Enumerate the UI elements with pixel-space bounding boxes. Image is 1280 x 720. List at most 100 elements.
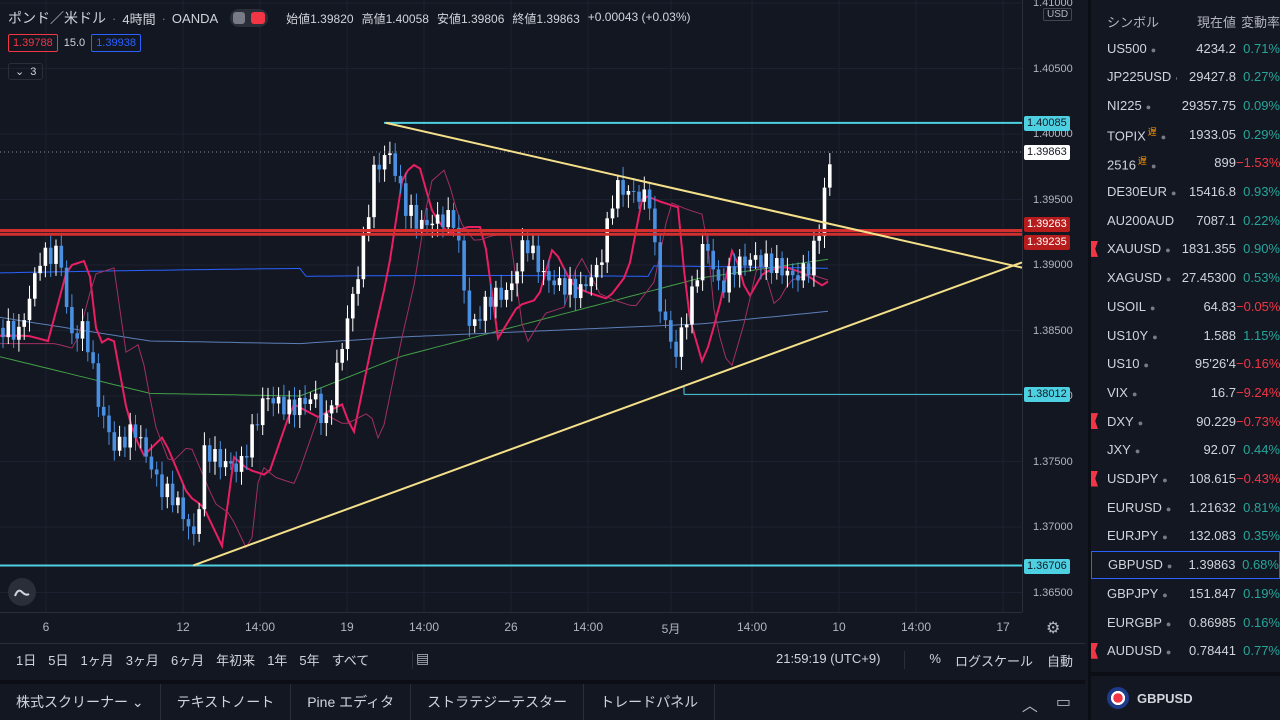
buy-button[interactable]: 1.39938 xyxy=(91,34,141,52)
candle-body xyxy=(812,240,816,276)
watchlist-last: 15416.8 xyxy=(1189,184,1236,199)
candle-body xyxy=(785,270,790,276)
watchlist-footer[interactable]: GBPUSD xyxy=(1091,672,1280,720)
visibility-toggle[interactable] xyxy=(230,9,269,27)
currency-label[interactable]: USD xyxy=(1043,8,1073,21)
range-button[interactable]: 1ヶ月 xyxy=(80,653,114,668)
range-button[interactable]: 3ヶ月 xyxy=(125,653,159,668)
candle-body xyxy=(769,253,774,274)
watchlist-row[interactable]: US10Y ● 1.588 1.15% xyxy=(1091,321,1280,349)
time-tick: 14:00 xyxy=(736,620,768,634)
watchlist-row[interactable]: EURUSD ● 1.21632 0.81% xyxy=(1091,493,1280,521)
watchlist-row[interactable]: 2516 遅● 899 −1.53% xyxy=(1091,149,1280,177)
watchlist-row[interactable]: GBPJPY ● 151.847 0.19% xyxy=(1091,579,1280,607)
bottom-tab[interactable]: Pine エディタ xyxy=(291,684,412,720)
watchlist-row[interactable]: USOIL ● 64.83 −0.05% xyxy=(1091,292,1280,320)
watchlist-last: 151.847 xyxy=(1189,585,1236,601)
red-flag-icon[interactable] xyxy=(1091,240,1098,257)
candle-body xyxy=(711,250,715,270)
watchlist-row[interactable]: TOPIX 遅● 1933.05 0.29% xyxy=(1091,120,1280,148)
watchlist-row[interactable]: EURGBP ● 0.86985 0.16% xyxy=(1091,608,1280,636)
watchlist-row[interactable]: JXY ● 92.07 0.44% xyxy=(1091,436,1280,464)
percent-toggle[interactable]: % xyxy=(929,651,941,666)
watchlist-row[interactable]: AUDUSD ● 0.78441 0.77% xyxy=(1091,637,1280,665)
watchlist-row[interactable]: VIX ● 16.7 −9.24% xyxy=(1091,378,1280,406)
bottom-tab[interactable]: 株式スクリーナー ⌄ xyxy=(0,684,161,720)
range-button[interactable]: 5年 xyxy=(299,653,320,668)
watchlist-row[interactable]: DE30EUR ● 15416.8 0.93% xyxy=(1091,178,1280,206)
watchlist-row[interactable]: USDJPY ● 108.615 −0.43% xyxy=(1091,465,1280,493)
market-status-dot-icon: ● xyxy=(1166,561,1173,572)
chart-settings-gear-icon[interactable]: ⚙ xyxy=(1046,620,1061,637)
red-flag-icon[interactable] xyxy=(1091,642,1098,659)
candle-body xyxy=(250,424,254,458)
candle-body xyxy=(404,183,408,216)
watchlist-row[interactable]: GBPUSD ● 1.39863 0.68% xyxy=(1091,550,1280,579)
range-button[interactable]: 年初来 xyxy=(216,653,256,668)
price-level-label[interactable]: 1.36706 xyxy=(1024,558,1070,574)
watchlist-row[interactable]: XAGUSD ● 27.45300 0.53% xyxy=(1091,264,1280,292)
candle-body xyxy=(1,327,5,338)
watchlist-row[interactable]: EURJPY ● 132.083 0.35% xyxy=(1091,522,1280,550)
col-last[interactable]: 現在値 xyxy=(1196,14,1236,30)
market-status-dot-icon: ● xyxy=(1150,302,1156,313)
candle-body xyxy=(716,269,721,281)
watchlist-row[interactable]: NI225 ● 29357.75 0.09% xyxy=(1091,91,1280,119)
watchlist-row[interactable]: US10 ● 95'26'4 −0.16% xyxy=(1091,350,1280,378)
auto-scale-toggle[interactable]: 自動 xyxy=(1046,654,1073,669)
candle-body xyxy=(192,526,196,534)
maximize-panel-icon[interactable]: ▭ xyxy=(1055,694,1071,711)
chart-area[interactable]: ポンド／米ドル · 4時間 · OANDA 始値1.39820 高値1.40058… xyxy=(0,0,1085,640)
indicators-collapse-button[interactable]: ⌄ 3 xyxy=(8,63,44,80)
market-status-dot-icon: ● xyxy=(1137,417,1144,428)
range-button[interactable]: 5日 xyxy=(48,653,69,668)
bottom-tab[interactable]: トレードパネル xyxy=(584,684,716,720)
time-tick: 14:00 xyxy=(572,620,604,634)
price-chart[interactable] xyxy=(0,0,1022,612)
time-tick: 10 xyxy=(832,620,846,634)
sell-button[interactable]: 1.39788 xyxy=(8,34,58,52)
candle-body xyxy=(775,258,779,274)
price-level-label[interactable]: 1.39263 xyxy=(1024,216,1070,232)
calendar-icon[interactable]: ▤ xyxy=(416,650,430,666)
range-button[interactable]: 6ヶ月 xyxy=(170,653,205,668)
price-level-label[interactable]: 1.38012 xyxy=(1024,387,1070,403)
watchlist-symbol: XAUUSD ● xyxy=(1107,241,1171,257)
candle-body xyxy=(541,271,546,273)
range-button[interactable]: 1日 xyxy=(16,653,37,668)
legend-symbol[interactable]: ポンド／米ドル xyxy=(8,10,106,26)
price-tick: 1.39000 xyxy=(1033,259,1073,271)
candle-body xyxy=(669,320,673,342)
price-level-label[interactable]: 1.40085 xyxy=(1024,115,1070,131)
watchlist-change: 0.35% xyxy=(1243,528,1280,544)
red-flag-icon[interactable] xyxy=(1091,413,1098,430)
candle-body xyxy=(282,396,286,415)
watchlist-row[interactable]: US500 ● 4234.2 0.71% xyxy=(1091,34,1280,62)
candle-body xyxy=(80,321,85,339)
range-button[interactable]: 1年 xyxy=(267,653,288,668)
watchlist-row[interactable]: JP225USD● 29427.8 0.27% xyxy=(1091,63,1280,91)
watchlist-change: 0.29% xyxy=(1243,126,1280,142)
watchlist-row[interactable]: XAUUSD ● 1831.355 0.90% xyxy=(1091,235,1280,263)
red-flag-icon[interactable] xyxy=(1091,470,1098,487)
range-button[interactable]: すべて xyxy=(331,653,370,668)
clock-readout[interactable]: 21:59:19 (UTC+9) xyxy=(775,651,881,666)
candle-body xyxy=(398,175,403,184)
watchlist-row[interactable]: DXY ● 90.229 −0.73% xyxy=(1091,407,1280,435)
time-axis[interactable]: 6 12 14:00 19 14:00 26 14:00 5月 14:00 10 14:00 17 xyxy=(0,612,1022,640)
log-scale-toggle[interactable]: ログスケール xyxy=(954,654,1033,669)
watchlist-row[interactable]: AU200AUD● 7087.1 0.22% xyxy=(1091,206,1280,234)
watchlist-panel: シンボル 現在値 変動率 GBPUSD US500 ● 4234.2 0.71% JP2… xyxy=(1088,0,1280,720)
bottom-tab[interactable]: ストラテジーテスター xyxy=(411,684,585,720)
tradingview-logo-icon[interactable] xyxy=(8,578,36,606)
candle-body xyxy=(86,321,90,353)
bottom-tab[interactable]: テキストノート xyxy=(161,684,292,720)
time-tick: 14:00 xyxy=(408,620,440,634)
col-symbol[interactable]: シンボル xyxy=(1107,14,1160,30)
price-scale[interactable]: USD 1.41000 1.40500 1.40000 1.39500 1.39000 1… xyxy=(1022,0,1085,612)
price-level-label[interactable]: 1.39863 xyxy=(1024,144,1070,160)
col-change[interactable]: 変動率 xyxy=(1240,14,1280,30)
collapse-panel-chevron-icon[interactable]: ︿ xyxy=(1021,698,1038,715)
price-level-label[interactable]: 1.39235 xyxy=(1024,235,1070,251)
legend-interval[interactable]: 4時間 xyxy=(122,11,156,27)
